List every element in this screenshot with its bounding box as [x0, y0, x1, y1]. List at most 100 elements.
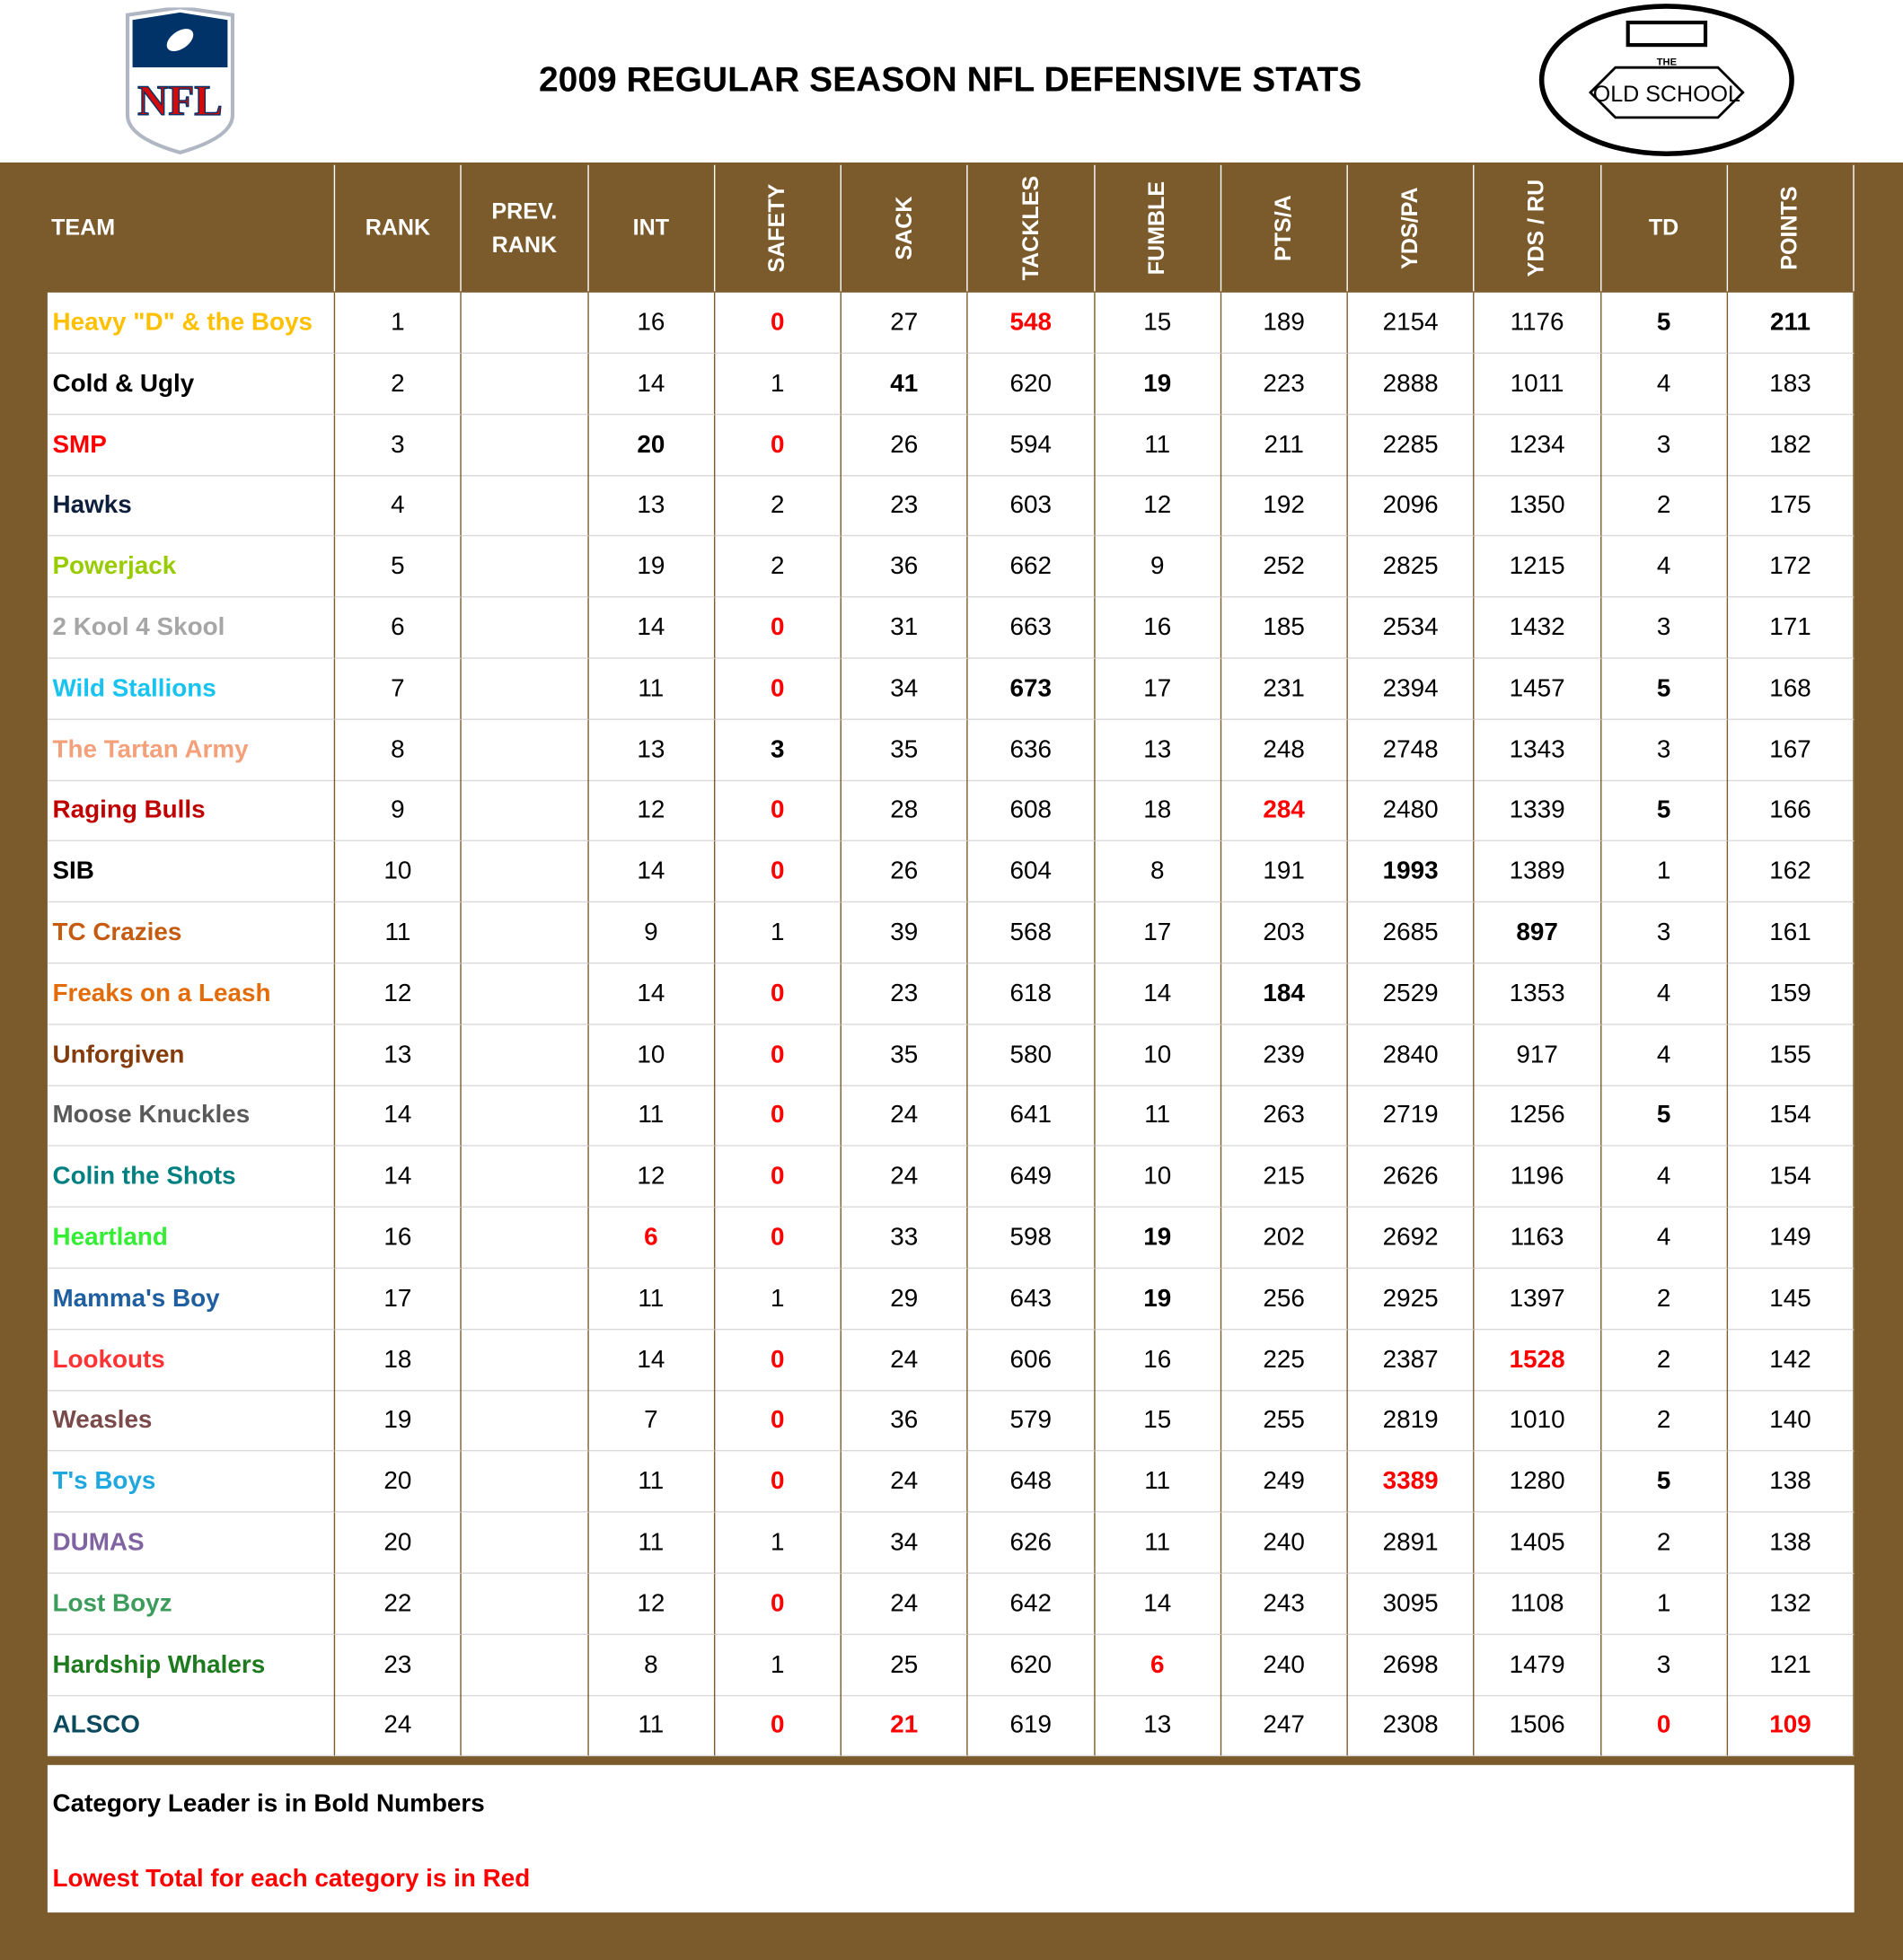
cell: 2154: [1347, 292, 1475, 354]
cell: 3: [1600, 1634, 1728, 1696]
cell: [462, 1207, 589, 1270]
cell: 1405: [1474, 1512, 1601, 1574]
column-header: INT: [588, 164, 716, 292]
cell: 9: [1094, 536, 1221, 598]
cell: 641: [967, 1085, 1095, 1147]
cell: 3389: [1347, 1451, 1475, 1513]
cell: 648: [967, 1451, 1095, 1513]
cell: 34: [841, 1512, 968, 1574]
cell: 20: [335, 1512, 463, 1574]
column-header-text: FUMBLE: [1144, 180, 1169, 276]
cell: 166: [1727, 780, 1855, 842]
team-name: Raging Bulls: [47, 780, 336, 842]
cell: 2480: [1347, 780, 1475, 842]
cell: 604: [967, 841, 1095, 903]
cell: 5: [1600, 292, 1728, 354]
cell: 11: [588, 1451, 716, 1513]
cell: 4: [1600, 1024, 1728, 1086]
cell: 2387: [1347, 1329, 1475, 1391]
cell: 13: [588, 719, 716, 781]
cell: 11: [335, 902, 463, 964]
cell: 14: [1094, 1573, 1221, 1635]
cell: 109: [1727, 1695, 1855, 1757]
cell: 240: [1220, 1512, 1348, 1574]
cell: 167: [1727, 719, 1855, 781]
team-name: Lookouts: [47, 1329, 336, 1391]
cell: 23: [335, 1634, 463, 1696]
cell: 2394: [1347, 658, 1475, 720]
cell: 9: [335, 780, 463, 842]
cell: 1343: [1474, 719, 1601, 781]
cell: 13: [1094, 719, 1221, 781]
cell: 6: [335, 597, 463, 659]
cell: 41: [841, 353, 968, 415]
title: 2009 REGULAR SEASON NFL DEFENSIVE STATS: [538, 59, 1362, 99]
cell: 3: [335, 414, 463, 476]
column-header: YDS/PA: [1348, 164, 1475, 292]
nfl-logo: NFL: [125, 7, 235, 155]
cell: 255: [1220, 1390, 1348, 1452]
cell: 11: [1094, 1085, 1221, 1147]
cell: 19: [1094, 1207, 1221, 1270]
cell: 29: [841, 1268, 968, 1331]
cell: 1397: [1474, 1268, 1601, 1331]
cell: 18: [1094, 780, 1221, 842]
cell: 4: [1600, 1146, 1728, 1209]
cell: 25: [841, 1634, 968, 1696]
cell: 10: [1094, 1024, 1221, 1086]
column-header-text: POINTS: [1776, 186, 1802, 270]
cell: 619: [967, 1695, 1095, 1757]
cell: [462, 1512, 589, 1574]
cell: 663: [967, 597, 1095, 659]
cell: 4: [1600, 353, 1728, 415]
cell: 15: [1094, 292, 1221, 354]
cell: 642: [967, 1573, 1095, 1635]
cell: 1176: [1474, 292, 1601, 354]
cell: 0: [715, 1573, 841, 1635]
cell: 1479: [1474, 1634, 1601, 1696]
cell: [462, 1024, 589, 1086]
cell: 0: [715, 1207, 841, 1270]
cell: 31: [841, 597, 968, 659]
cell: [462, 841, 589, 903]
cell: 12: [335, 963, 463, 1025]
cell: 14: [588, 1329, 716, 1391]
column-header: PREV. RANK: [462, 164, 589, 292]
team-name: Colin the Shots: [47, 1146, 336, 1209]
column-header-text: YDS / RU: [1523, 179, 1549, 277]
cell: 11: [1094, 414, 1221, 476]
cell: 28: [841, 780, 968, 842]
cell: 26: [841, 841, 968, 903]
cell: 4: [1600, 1207, 1728, 1270]
cell: 3: [1600, 414, 1728, 476]
cell: 183: [1727, 353, 1855, 415]
team-name: Cold & Ugly: [47, 353, 336, 415]
cell: 16: [588, 292, 716, 354]
cell: [462, 963, 589, 1025]
cell: 568: [967, 902, 1095, 964]
cell: 24: [841, 1573, 968, 1635]
column-header-text: PTS/A: [1271, 195, 1296, 261]
cell: [462, 414, 589, 476]
cell: 19: [588, 536, 716, 598]
cell: 13: [335, 1024, 463, 1086]
cell: 14: [335, 1085, 463, 1147]
cell: 0: [715, 1024, 841, 1086]
cell: 39: [841, 902, 968, 964]
note-bold: Category Leader is in Bold Numbers: [52, 1789, 485, 1818]
cell: 1350: [1474, 475, 1601, 537]
cell: 26: [841, 414, 968, 476]
column-header-text: TACKLES: [1018, 175, 1043, 281]
team-name: Hawks: [47, 475, 336, 537]
cell: 35: [841, 719, 968, 781]
cell: 3095: [1347, 1573, 1475, 1635]
cell: 1108: [1474, 1573, 1601, 1635]
cell: 17: [1094, 658, 1221, 720]
cell: 11: [1094, 1512, 1221, 1574]
cell: [462, 902, 589, 964]
cell: 36: [841, 536, 968, 598]
cell: 21: [841, 1695, 968, 1757]
cell: 12: [588, 1146, 716, 1209]
cell: 13: [588, 475, 716, 537]
team-name: 2 Kool 4 Skool: [47, 597, 336, 659]
